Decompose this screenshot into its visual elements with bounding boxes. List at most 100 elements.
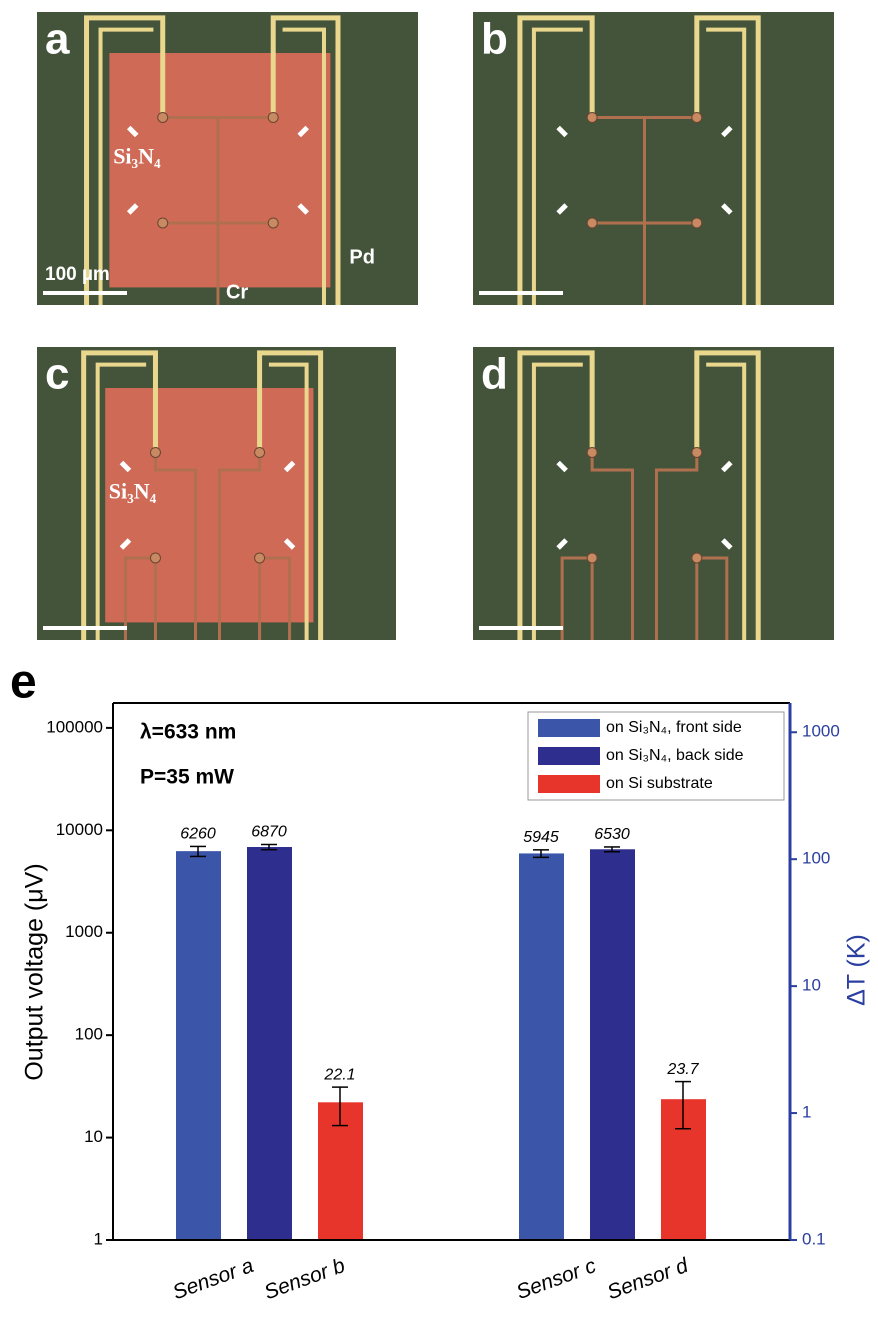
value-label: 6530 bbox=[594, 826, 630, 843]
y-tick-label: 10000 bbox=[56, 820, 103, 839]
bar bbox=[176, 851, 221, 1240]
thermocouple-junction bbox=[157, 111, 169, 123]
arrow bbox=[556, 203, 568, 215]
value-label: 6870 bbox=[251, 824, 287, 841]
arrow bbox=[556, 460, 568, 473]
legend-swatch bbox=[538, 747, 600, 765]
thermocouple-junction bbox=[586, 111, 598, 123]
y-tick-label: 100000 bbox=[46, 717, 103, 736]
thermocouple-junction bbox=[586, 552, 598, 564]
arrow bbox=[556, 125, 568, 138]
pd-lead bbox=[531, 27, 583, 305]
pd-lead bbox=[282, 27, 326, 305]
arrow bbox=[126, 203, 139, 215]
arrow bbox=[297, 203, 309, 215]
micrograph: b bbox=[473, 12, 834, 305]
bar bbox=[247, 847, 292, 1240]
thermocouple-junction bbox=[691, 111, 703, 123]
pd-lead bbox=[257, 350, 324, 640]
y2-tick-label: 1000 bbox=[802, 722, 840, 741]
arrow bbox=[721, 460, 733, 473]
cr-line bbox=[560, 452, 729, 640]
si3n4-membrane bbox=[109, 53, 331, 288]
y2-tick-label: 100 bbox=[802, 849, 830, 868]
thermocouple-junction bbox=[691, 217, 703, 229]
y-tick-label: 1000 bbox=[65, 922, 103, 941]
metal-label: Pd bbox=[349, 246, 375, 268]
metal-label: Cr bbox=[226, 281, 248, 303]
cr-line bbox=[123, 452, 292, 640]
pd-lead bbox=[706, 27, 747, 305]
thermocouple-junction bbox=[586, 446, 598, 458]
legend-label: on Si₃N₄, back side bbox=[606, 747, 744, 764]
pd-lead bbox=[517, 15, 595, 305]
legend-label: on Si₃N₄, front side bbox=[606, 719, 742, 736]
arrow bbox=[721, 203, 733, 215]
cr-line bbox=[592, 115, 697, 305]
pd-lead bbox=[531, 362, 583, 640]
y-axis-title: Output voltage (μV) bbox=[21, 863, 49, 1080]
panel-label: a bbox=[45, 15, 70, 64]
thermocouple-junction bbox=[149, 552, 161, 564]
y-tick-label: 100 bbox=[75, 1025, 103, 1044]
thermocouple-junction bbox=[254, 552, 266, 564]
pd-lead bbox=[81, 350, 158, 640]
pd-lead bbox=[270, 15, 341, 305]
micrograph: d bbox=[473, 347, 834, 640]
pd-lead bbox=[98, 27, 154, 305]
legend-swatch bbox=[538, 775, 600, 793]
y2-axis-title: ΔT (K) bbox=[843, 934, 871, 1006]
y-tick-label: 10 bbox=[84, 1127, 103, 1146]
value-label: 23.7 bbox=[666, 1061, 699, 1078]
pd-lead bbox=[517, 350, 595, 640]
arrow bbox=[721, 125, 733, 138]
thermocouple-junction bbox=[267, 217, 279, 229]
si3n4-membrane bbox=[105, 388, 314, 623]
thermocouple-junction bbox=[691, 552, 703, 564]
thermocouple-junction bbox=[157, 217, 169, 229]
panel-label: d bbox=[481, 350, 508, 399]
pd-lead bbox=[95, 362, 147, 640]
pd-lead bbox=[706, 362, 747, 640]
legend-swatch bbox=[538, 719, 600, 737]
legend-label: on Si substrate bbox=[606, 775, 713, 792]
arrow bbox=[119, 538, 132, 550]
thermocouple-junction bbox=[267, 111, 279, 123]
arrow bbox=[283, 538, 296, 550]
micrograph: a Si₃N₄ 100 µm Cr Pd bbox=[37, 12, 418, 305]
micrograph: c Si₃N₄ bbox=[37, 347, 396, 640]
thermocouple-junction bbox=[254, 446, 266, 458]
thermocouple-junction bbox=[149, 446, 161, 458]
scale-label: 100 µm bbox=[45, 264, 110, 285]
arrow bbox=[297, 125, 309, 138]
material-label: Si₃N₄ bbox=[109, 479, 157, 504]
legend: on Si₃N₄, front side on Si₃N₄, back side o… bbox=[527, 711, 785, 801]
x-tick-label: Sensor b bbox=[261, 1254, 348, 1304]
pd-lead bbox=[694, 350, 761, 640]
bar bbox=[590, 849, 635, 1240]
annotation: P=35 mW bbox=[140, 766, 234, 789]
material-label: Si₃N₄ bbox=[113, 144, 161, 169]
arrow bbox=[721, 538, 733, 550]
panel-label: e bbox=[10, 656, 37, 709]
bar bbox=[519, 853, 564, 1240]
x-tick-label: Sensor a bbox=[170, 1254, 257, 1304]
arrow bbox=[283, 460, 296, 473]
panel-label: c bbox=[45, 350, 69, 399]
x-tick-label: Sensor c bbox=[513, 1254, 599, 1304]
pd-lead bbox=[268, 362, 309, 640]
y2-tick-label: 10 bbox=[802, 976, 821, 995]
value-label: 22.1 bbox=[323, 1066, 355, 1083]
value-label: 6260 bbox=[180, 826, 216, 843]
y2-tick-label: 1 bbox=[802, 1103, 811, 1122]
annotation: λ=633 nm bbox=[140, 721, 236, 744]
arrow bbox=[126, 125, 139, 138]
background bbox=[473, 12, 834, 305]
arrow bbox=[119, 460, 132, 473]
value-label: 5945 bbox=[523, 829, 559, 846]
background bbox=[473, 347, 834, 640]
x-tick-label: Sensor d bbox=[604, 1253, 692, 1304]
thermocouple-junction bbox=[691, 446, 703, 458]
panel-label: b bbox=[481, 15, 508, 64]
